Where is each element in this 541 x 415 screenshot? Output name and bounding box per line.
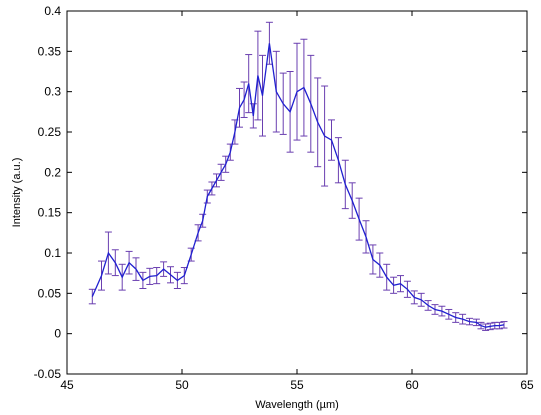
- tick-marks: [66, 10, 528, 375]
- y-tick-label: 0: [54, 327, 61, 341]
- x-tick-label: 60: [405, 378, 419, 392]
- y-axis-label: Intensity (a.u.): [11, 158, 23, 228]
- y-tick-label: 0.1: [44, 246, 61, 260]
- x-axis-label: Wavelength (µm): [255, 399, 339, 411]
- x-tick-label: 55: [290, 378, 304, 392]
- y-tick-label: -0.05: [34, 367, 62, 381]
- y-tick-label: 0.4: [44, 4, 61, 18]
- y-tick-label: 0.35: [38, 44, 62, 58]
- x-tick-label: 65: [520, 378, 534, 392]
- x-tick-label: 50: [175, 378, 189, 392]
- y-tick-label: 0.2: [44, 165, 61, 179]
- tick-labels: 45 50 55 60 65 -0.05 0 0.05 0.1 0.15 0.2 0.25 0.3 0.3…: [34, 4, 534, 392]
- y-tick-label: 0.05: [38, 286, 62, 300]
- y-tick-label: 0.3: [44, 85, 61, 99]
- x-tick-label: 45: [60, 378, 74, 392]
- series-line: [91, 43, 505, 328]
- y-tick-label: 0.25: [38, 125, 62, 139]
- y-tick-label: 0.15: [38, 206, 62, 220]
